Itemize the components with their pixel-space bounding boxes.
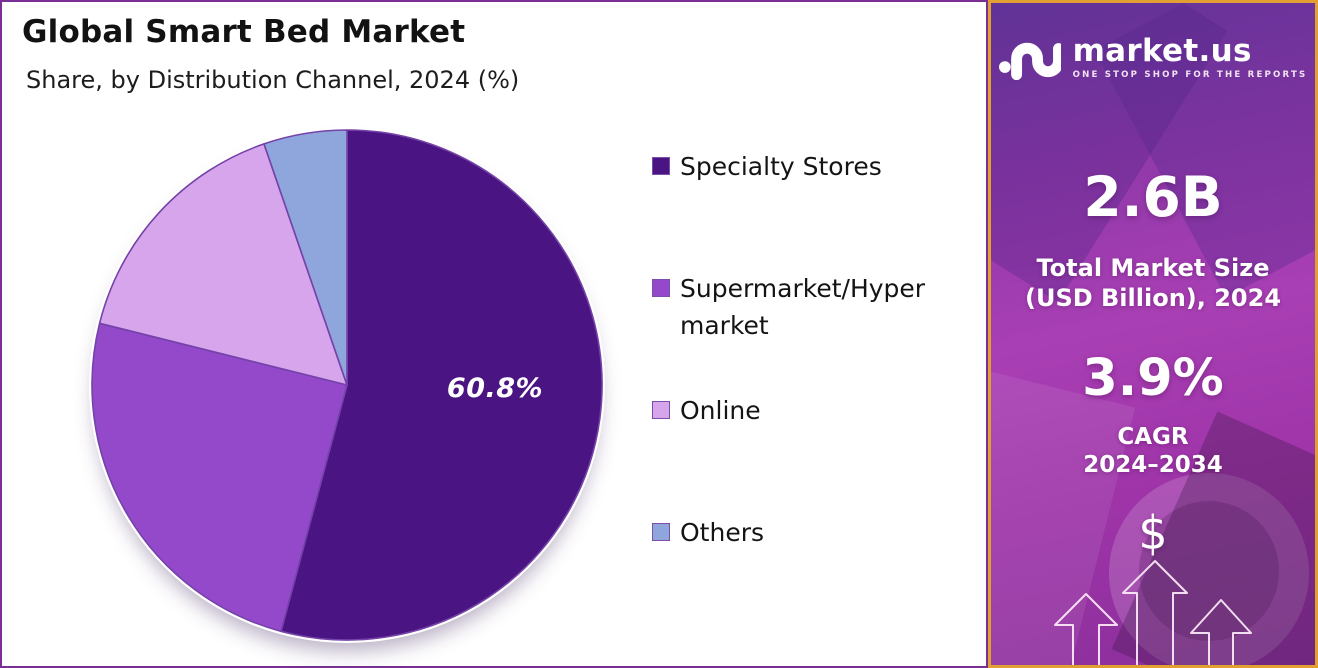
dollar-icon: $ bbox=[1138, 506, 1168, 560]
legend-item-supermarket-hypermarket: Supermarket/Hypermarket bbox=[652, 270, 946, 344]
chart-legend: Specialty Stores Supermarket/Hypermarket… bbox=[652, 148, 982, 588]
cagr-label: CAGR 2024–2034 bbox=[991, 423, 1315, 479]
legend-swatch-specialty-stores bbox=[652, 157, 670, 175]
legend-label-others: Others bbox=[680, 518, 765, 547]
legend-label-specialty-stores: Specialty Stores bbox=[680, 152, 882, 181]
cagr-value: 3.9% bbox=[1082, 349, 1224, 408]
legend-item-others: Others bbox=[652, 514, 946, 551]
brand-sidebar: market.us ONE STOP SHOP FOR THE REPORTS … bbox=[988, 0, 1318, 668]
marketus-logo: market.us ONE STOP SHOP FOR THE REPORTS bbox=[991, 29, 1315, 85]
legend-label-online: Online bbox=[680, 396, 761, 425]
marketus-logo-icon bbox=[998, 42, 1061, 81]
legend-item-online: Online bbox=[652, 392, 946, 429]
brand-tagline: ONE STOP SHOP FOR THE REPORTS bbox=[1072, 69, 1308, 80]
pie-slice-supermarket-hypermarket bbox=[91, 322, 348, 633]
market-size-label-line2: (USD Billion), 2024 bbox=[1024, 284, 1282, 312]
legend-swatch-online bbox=[652, 401, 670, 419]
pie-slice-online bbox=[98, 143, 348, 386]
growth-arrows-icon bbox=[1054, 560, 1252, 665]
brand-name: market.us bbox=[1072, 32, 1252, 69]
page-title: Global Smart Bed Market bbox=[22, 14, 466, 50]
market-size-label-line1: Total Market Size bbox=[1036, 254, 1270, 282]
legend-swatch-others bbox=[652, 523, 670, 541]
pie-data-label-specialty-stores: 60.8% bbox=[446, 373, 544, 404]
chart-subtitle: Share, by Distribution Channel, 2024 (%) bbox=[26, 66, 520, 94]
pie-chart bbox=[91, 129, 603, 641]
pie-slice-specialty-stores bbox=[280, 129, 603, 641]
legend-swatch-supermarket-hypermarket bbox=[652, 279, 670, 297]
legend-label-supermarket-hypermarket: Supermarket/Hypermarket bbox=[680, 274, 926, 340]
legend-item-specialty-stores: Specialty Stores bbox=[652, 148, 946, 185]
cagr-label-line1: CAGR bbox=[1117, 424, 1189, 450]
market-size-value: 2.6B bbox=[1083, 165, 1223, 229]
marketus-logo-text: market.us ONE STOP SHOP FOR THE REPORTS bbox=[1073, 35, 1308, 80]
pie-slice-others bbox=[263, 129, 348, 386]
chart-panel: Global Smart Bed Market Share, by Distri… bbox=[0, 0, 988, 668]
cagr-label-line2: 2024–2034 bbox=[1083, 452, 1223, 478]
market-size-label: Total Market Size (USD Billion), 2024 bbox=[991, 253, 1315, 313]
